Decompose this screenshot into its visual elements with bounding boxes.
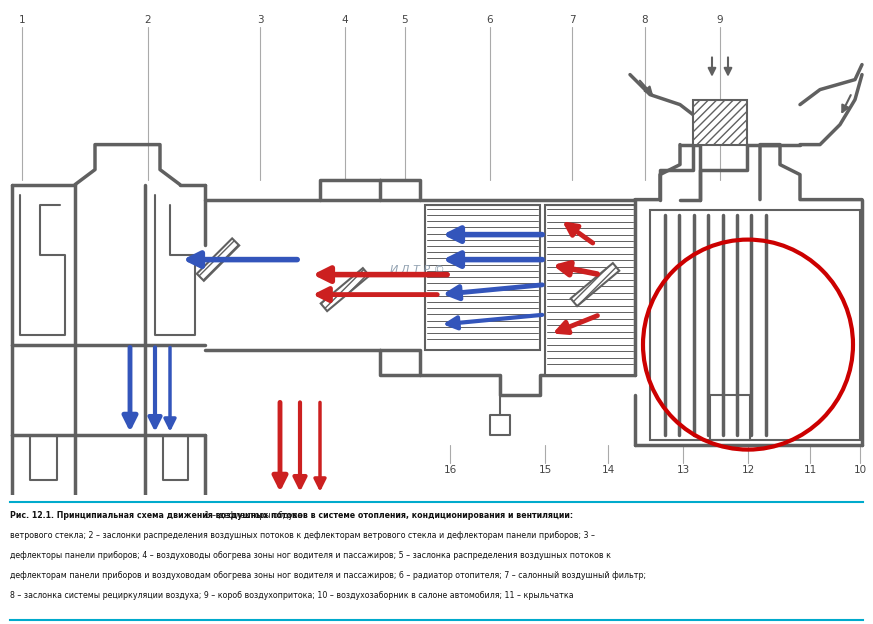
Text: 11: 11 xyxy=(803,465,816,475)
Text: 13: 13 xyxy=(677,465,690,475)
Polygon shape xyxy=(693,100,747,145)
Text: 14: 14 xyxy=(601,465,615,475)
Text: 4: 4 xyxy=(341,14,348,24)
Text: 9: 9 xyxy=(717,14,724,24)
Text: ветрового стекла; 2 – заслонки распределения воздушных потоков к дефлекторам вет: ветрового стекла; 2 – заслонки распредел… xyxy=(10,531,595,540)
Text: 16: 16 xyxy=(443,465,457,475)
Text: 12: 12 xyxy=(741,465,754,475)
Text: 5: 5 xyxy=(402,14,409,24)
Text: 7: 7 xyxy=(568,14,575,24)
Polygon shape xyxy=(650,210,860,439)
Polygon shape xyxy=(196,238,239,281)
Polygon shape xyxy=(571,263,619,306)
Text: 2: 2 xyxy=(145,14,151,24)
Text: 6: 6 xyxy=(486,14,493,24)
Text: 8 – заслонка системы рециркуляции воздуха; 9 – короб воздухопритока; 10 – воздух: 8 – заслонка системы рециркуляции воздух… xyxy=(10,591,574,600)
Text: И.Д.Т.Р.©: И.Д.Т.Р.© xyxy=(390,265,446,275)
Text: 10: 10 xyxy=(854,465,867,475)
Polygon shape xyxy=(545,205,635,374)
Text: Рис. 12.1. Принципиальная схема движения воздушных потоков в системе отопления, : Рис. 12.1. Принципиальная схема движения… xyxy=(10,512,574,520)
Text: дефлекторам панели приборов и воздуховодам обогрева зоны ног водителя и пассажир: дефлекторам панели приборов и воздуховод… xyxy=(10,571,647,580)
Text: 8: 8 xyxy=(642,14,649,24)
Polygon shape xyxy=(320,268,369,311)
Text: 1 – дефлекторы обдува: 1 – дефлекторы обдува xyxy=(203,512,303,520)
Polygon shape xyxy=(425,205,540,349)
Text: 3: 3 xyxy=(257,14,264,24)
Text: дефлекторы панели приборов; 4 – воздуховоды обогрева зоны ног водителя и пассажи: дефлекторы панели приборов; 4 – воздухов… xyxy=(10,551,611,560)
Text: 1: 1 xyxy=(18,14,25,24)
Text: 15: 15 xyxy=(539,465,552,475)
